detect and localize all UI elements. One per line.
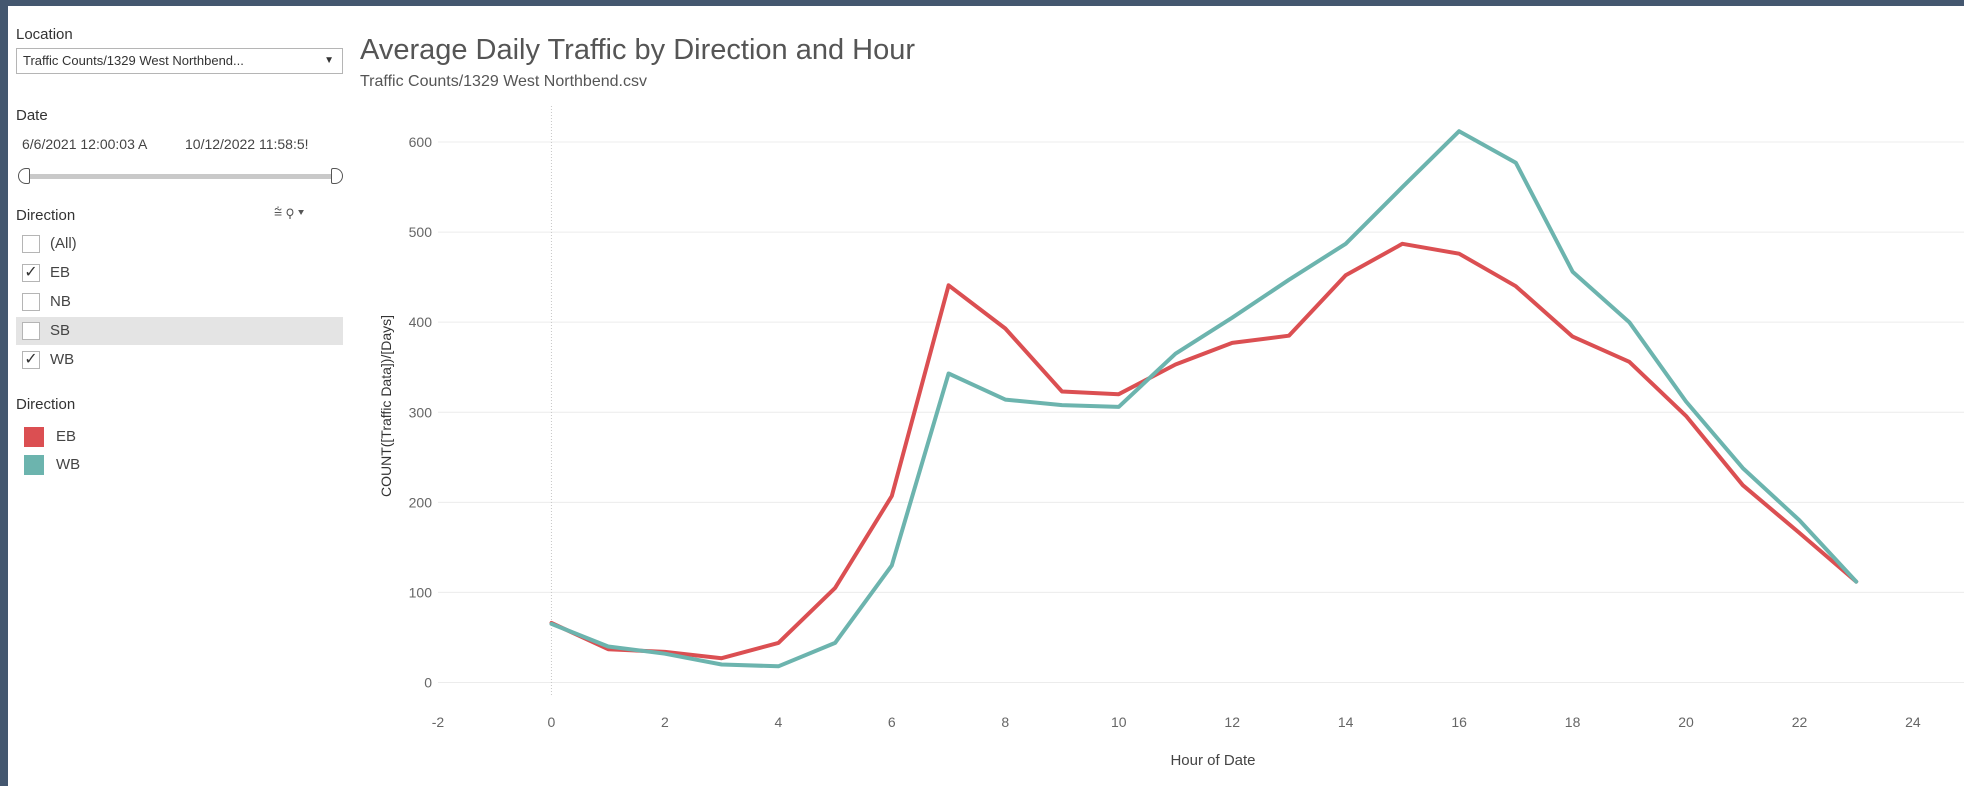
y-tick-label: 200	[409, 494, 433, 510]
filter-sidebar: Location Traffic Counts/1329 West Northb…	[8, 6, 348, 786]
option-label: WB	[50, 351, 75, 368]
legend-label: WB	[56, 456, 81, 473]
x-tick-label: 6	[888, 714, 896, 730]
chart-subtitle: Traffic Counts/1329 West Northbend.csv	[360, 73, 647, 90]
x-tick-label: -2	[432, 714, 445, 730]
option-label: (All)	[50, 235, 77, 252]
direction-option-all[interactable]: (All)	[16, 230, 343, 258]
slider-end-handle[interactable]	[331, 168, 343, 184]
direction-option-wb[interactable]: ✓ WB	[16, 346, 343, 374]
x-tick-label: 2	[661, 714, 669, 730]
x-axis-label: Hour of Date	[1170, 752, 1255, 769]
legend-title: Direction	[16, 396, 76, 413]
x-tick-label: 22	[1792, 714, 1808, 730]
series-line-eb[interactable]	[549, 241, 1859, 661]
chart-title: Average Daily Traffic by Direction and H…	[360, 34, 916, 66]
clear-filter-icon[interactable]: ⩭	[274, 203, 287, 219]
direction-option-sb[interactable]: SB	[16, 317, 343, 345]
slider-track[interactable]	[24, 174, 337, 179]
option-label: NB	[50, 293, 71, 310]
location-label: Location	[16, 26, 73, 43]
x-tick-label: 12	[1224, 714, 1240, 730]
dashboard: Location Traffic Counts/1329 West Northb…	[8, 6, 1964, 786]
date-label: Date	[16, 107, 48, 124]
y-tick-label: 500	[409, 224, 433, 240]
color-swatch	[24, 455, 44, 475]
date-start[interactable]: 6/6/2021 12:00:03 A	[22, 136, 148, 152]
legend-item-eb[interactable]: EB	[16, 424, 216, 448]
y-axis-label: COUNT([Traffic Data])/[Days]	[378, 315, 394, 497]
y-tick-label: 600	[409, 134, 433, 150]
checkbox[interactable]	[22, 235, 40, 253]
y-tick-label: 0	[424, 674, 432, 690]
x-tick-label: 14	[1338, 714, 1354, 730]
checkbox[interactable]	[22, 322, 40, 340]
checkbox[interactable]	[22, 293, 40, 311]
menu-caret-icon[interactable]: ▾	[297, 203, 309, 219]
y-tick-label: 300	[409, 404, 433, 420]
x-tick-label: 8	[1001, 714, 1009, 730]
direction-filter-label: Direction	[16, 207, 76, 224]
checkbox-checked[interactable]: ✓	[22, 264, 40, 282]
x-tick-label: 0	[548, 714, 556, 730]
color-swatch	[24, 427, 44, 447]
x-tick-label: 24	[1905, 714, 1921, 730]
y-tick-label: 100	[409, 584, 433, 600]
series-line-wb[interactable]	[549, 129, 1859, 669]
x-tick-label: 10	[1111, 714, 1127, 730]
date-range-slider[interactable]	[18, 166, 343, 186]
location-value: Traffic Counts/1329 West Northbend...	[23, 53, 244, 68]
filter-toolbar: ⩭⚲▾	[274, 203, 309, 220]
direction-option-eb[interactable]: ✓ EB	[16, 259, 343, 287]
slider-start-handle[interactable]	[18, 168, 30, 184]
option-label: SB	[50, 322, 71, 339]
date-end[interactable]: 10/12/2022 11:58:5!	[185, 136, 309, 152]
option-label: EB	[50, 264, 71, 281]
x-tick-label: 18	[1565, 714, 1581, 730]
x-tick-label: 4	[774, 714, 782, 730]
location-dropdown[interactable]: Traffic Counts/1329 West Northbend... ▼	[16, 48, 343, 74]
legend-label: EB	[56, 428, 77, 445]
search-icon[interactable]: ⚲	[286, 203, 298, 219]
x-tick-label: 16	[1451, 714, 1467, 730]
legend-item-wb[interactable]: WB	[16, 452, 216, 476]
x-tick-label: 20	[1678, 714, 1694, 730]
checkbox-checked[interactable]: ✓	[22, 351, 40, 369]
y-tick-label: 400	[409, 314, 433, 330]
direction-option-nb[interactable]: NB	[16, 288, 343, 316]
dropdown-caret-icon: ▼	[324, 55, 334, 66]
